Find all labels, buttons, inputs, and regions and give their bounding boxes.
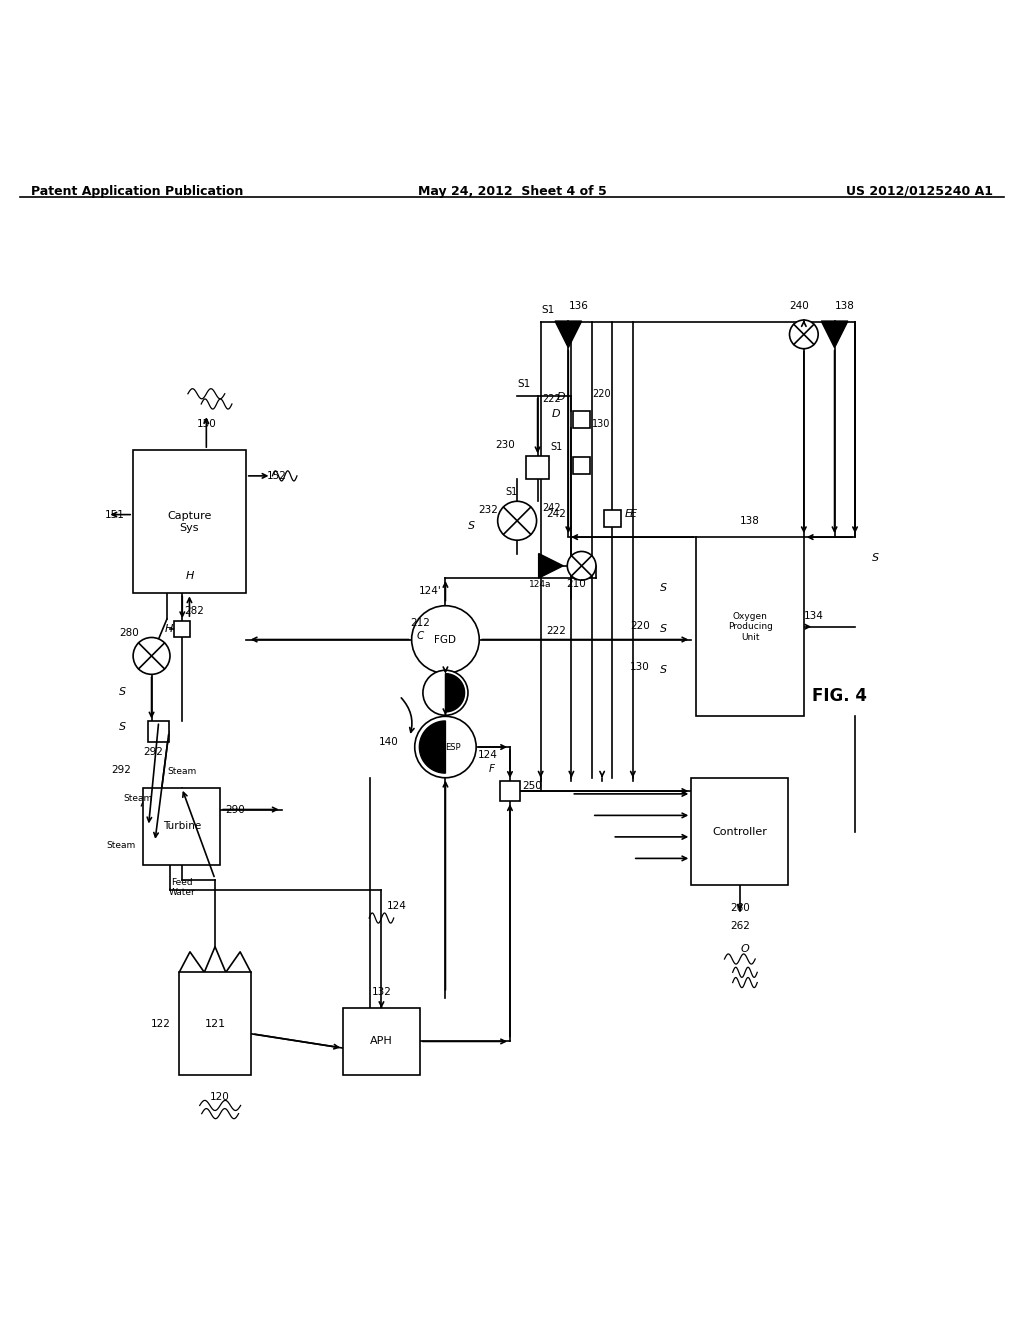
Text: S: S [468,521,474,531]
Text: 220: 220 [630,622,650,631]
Text: 222: 222 [546,626,566,636]
Bar [174,622,190,638]
Circle shape [133,638,170,675]
Text: Turbine: Turbine [163,821,201,832]
Text: 260: 260 [730,903,750,913]
Text: S1: S1 [506,487,518,498]
Text: Patent Application Publication: Patent Application Publication [31,185,243,198]
Text: 132: 132 [372,987,391,997]
Text: Steam: Steam [105,841,135,850]
Text: 122: 122 [151,1019,171,1028]
Text: 124: 124 [477,750,498,760]
Text: Oxygen
Producing
Unit: Oxygen Producing Unit [728,612,772,642]
Text: 242: 242 [543,503,561,513]
Text: 210: 210 [566,579,587,589]
Bar [148,722,169,742]
Text: 220: 220 [592,389,610,399]
Text: 212: 212 [410,618,430,628]
Polygon shape [539,553,563,578]
Circle shape [415,717,476,777]
Text: May 24, 2012  Sheet 4 of 5: May 24, 2012 Sheet 4 of 5 [418,185,606,198]
Text: D: D [552,409,560,420]
Text: S1: S1 [542,305,554,314]
Text: O: O [740,944,750,954]
Text: FGD: FGD [434,635,457,644]
Bar [573,457,590,474]
Polygon shape [445,673,465,711]
Text: 151: 151 [104,510,125,520]
Text: Steam: Steam [124,793,153,803]
Text: S: S [872,553,879,562]
Circle shape [498,502,537,540]
Bar [500,781,520,801]
Text: FIG. 4: FIG. 4 [812,686,867,705]
Text: 292: 292 [143,747,164,758]
Text: APH: APH [370,1036,393,1047]
Polygon shape [420,721,445,774]
Text: Capture
Sys: Capture Sys [167,511,212,532]
Text: 136: 136 [568,301,589,310]
Text: 242: 242 [546,508,566,519]
Text: 280: 280 [119,628,139,639]
Text: 262: 262 [730,921,750,931]
Text: S: S [120,722,126,731]
Text: S: S [660,583,667,593]
Bar [573,411,590,428]
Text: 150: 150 [197,420,216,429]
Text: 232: 232 [478,506,499,516]
Text: 130: 130 [592,420,610,429]
Bar [604,511,621,527]
Text: S1: S1 [550,442,562,451]
Text: US 2012/0125240 A1: US 2012/0125240 A1 [846,185,993,198]
Text: H: H [165,624,173,635]
Text: 124: 124 [387,900,407,911]
Text: 282: 282 [184,606,205,616]
Text: 152: 152 [266,471,287,480]
Text: 134: 134 [804,611,824,622]
Text: 130: 130 [630,663,650,672]
Text: S1: S1 [518,379,530,388]
Circle shape [567,552,596,579]
Text: H: H [185,572,194,581]
Text: 120: 120 [210,1092,230,1102]
Circle shape [790,319,818,348]
Text: 138: 138 [740,516,760,525]
Text: S: S [660,624,667,635]
Bar [526,457,549,479]
Text: 250: 250 [522,781,543,791]
Text: 124': 124' [419,586,441,597]
Bar [691,777,788,886]
Text: E: E [630,508,636,519]
Bar [179,973,251,1074]
Text: 138: 138 [835,301,855,310]
Text: 140: 140 [379,737,399,747]
Text: 124a: 124a [529,579,552,589]
Text: F: F [488,763,495,774]
Polygon shape [555,321,582,347]
Text: S: S [660,665,667,676]
Text: S: S [120,686,126,697]
Text: ESP: ESP [445,743,461,751]
Text: Controller: Controller [713,826,767,837]
Text: 121: 121 [205,1019,225,1028]
Circle shape [412,606,479,673]
Bar [696,537,804,717]
Text: C: C [416,631,424,642]
Text: Steam: Steam [167,767,197,776]
Bar [343,1008,420,1074]
Text: D: D [557,392,565,401]
Text: 230: 230 [495,440,515,450]
Bar [143,788,220,865]
Text: 222: 222 [543,393,561,404]
Text: 290: 290 [225,804,245,814]
Text: E: E [625,508,631,519]
Polygon shape [821,321,848,347]
Text: Feed
Water: Feed Water [168,878,196,898]
Text: 292: 292 [112,764,131,775]
Bar [133,450,246,594]
Circle shape [423,671,468,715]
Text: 240: 240 [788,301,809,310]
